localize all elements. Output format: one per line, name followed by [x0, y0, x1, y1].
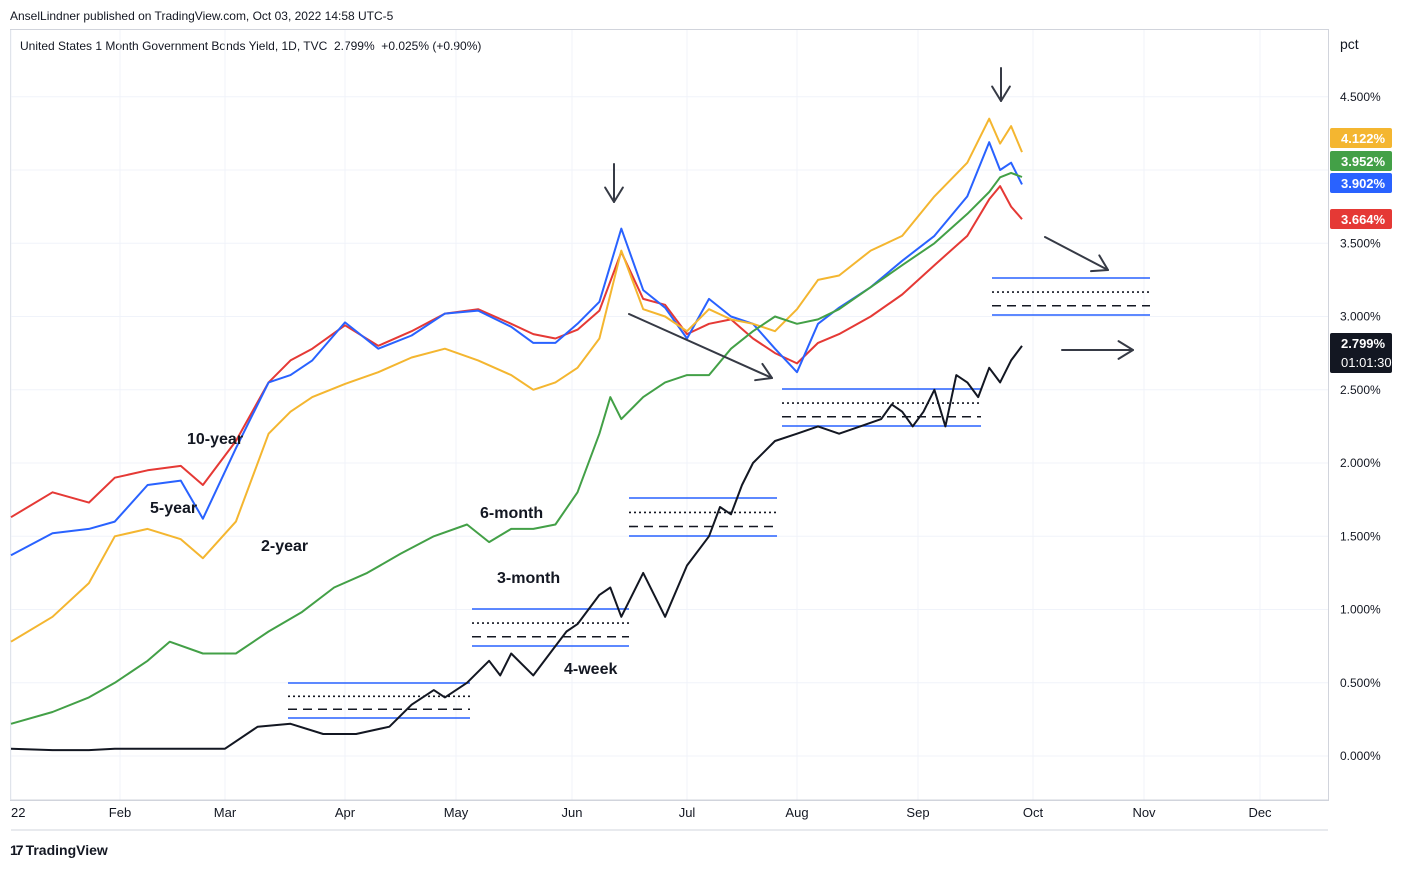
- series-line-10-year[interactable]: [10, 185, 1023, 519]
- symbol-legend[interactable]: United States 1 Month Government Bonds Y…: [20, 39, 482, 53]
- annotation-2-year: 2-year: [261, 538, 308, 555]
- price-badge-value: 4.122%: [1341, 131, 1386, 146]
- tradingview-logo-text: TradingView: [25, 842, 108, 858]
- series-lines: [10, 117, 1023, 752]
- annotation-6-month: 6-month: [480, 505, 543, 522]
- y-tick-label: 1.000%: [1340, 603, 1381, 617]
- arrow-icon: [604, 163, 624, 203]
- y-tick-label: 4.500%: [1340, 90, 1381, 104]
- price-badges: 4.122% 3.952% 3.902% 3.664% 2.799% 01:01:30: [1330, 128, 1392, 373]
- price-badge: 2.799% 01:01:30: [1330, 333, 1392, 373]
- x-tick-label: 22: [11, 805, 25, 820]
- x-tick-label: Oct: [1023, 805, 1044, 820]
- annotation-5-year: 5-year: [150, 500, 197, 517]
- tradingview-mark-icon: 17: [10, 842, 24, 858]
- x-tick-label: Jul: [679, 805, 696, 820]
- x-tick-label: Apr: [335, 805, 356, 820]
- price-badge: 3.664%: [1330, 209, 1392, 229]
- published-caption: AnselLindner published on TradingView.co…: [10, 9, 394, 23]
- price-badge-value: 3.952%: [1341, 154, 1386, 169]
- annotation-4-week: 4-week: [564, 661, 617, 678]
- annotation-3-month: 3-month: [497, 570, 560, 587]
- x-tick-label: Sep: [906, 805, 929, 820]
- y-tick-label: 0.500%: [1340, 676, 1381, 690]
- price-badge-countdown: 01:01:30: [1341, 355, 1392, 370]
- drawing-boxes: [288, 277, 1150, 719]
- x-tick-label: Nov: [1132, 805, 1156, 820]
- y-tick-label: 2.500%: [1340, 383, 1381, 397]
- arrow-icon: [628, 313, 773, 382]
- grid: [10, 30, 1328, 800]
- series-line-2-year[interactable]: [10, 117, 1023, 643]
- y-tick-label: 1.500%: [1340, 529, 1381, 543]
- x-tick-label: Jun: [562, 805, 583, 820]
- x-tick-label: Aug: [785, 805, 808, 820]
- price-badge-value: 2.799%: [1341, 336, 1386, 351]
- x-tick-label: Dec: [1248, 805, 1272, 820]
- drawing-arrows: [604, 67, 1134, 382]
- x-tick-label: Mar: [214, 805, 237, 820]
- axes: 4.500% 3.500% 3.000% 2.500% 2.000% 1.500% 1.00…: [11, 90, 1381, 831]
- tradingview-logo[interactable]: 17 TradingView: [10, 842, 108, 858]
- price-badge-value: 3.902%: [1341, 176, 1386, 191]
- annotation-10-year: 10-year: [187, 431, 243, 448]
- y-tick-label: 0.000%: [1340, 749, 1381, 763]
- x-tick-label: May: [444, 805, 469, 820]
- arrow-icon: [991, 67, 1011, 102]
- arrow-icon: [1044, 236, 1109, 273]
- price-badge: 3.902%: [1330, 173, 1392, 193]
- series-line-6-month[interactable]: [10, 171, 1023, 725]
- annotation-labels: 10-year 5-year 2-year 6-month 3-month 4-…: [150, 431, 617, 678]
- y-tick-label: 3.500%: [1340, 236, 1381, 250]
- series-line-4-week[interactable]: [10, 345, 1023, 752]
- price-badge: 3.952%: [1330, 151, 1392, 171]
- arrow-icon: [1061, 340, 1134, 360]
- price-badge-value: 3.664%: [1341, 212, 1386, 227]
- price-badge: 4.122%: [1330, 128, 1392, 148]
- series-line-5-year[interactable]: [10, 141, 1023, 557]
- x-tick-label: Feb: [109, 805, 131, 820]
- y-tick-label: 2.000%: [1340, 456, 1381, 470]
- price-scale-unit: pct: [1340, 36, 1359, 52]
- y-tick-label: 3.000%: [1340, 310, 1381, 324]
